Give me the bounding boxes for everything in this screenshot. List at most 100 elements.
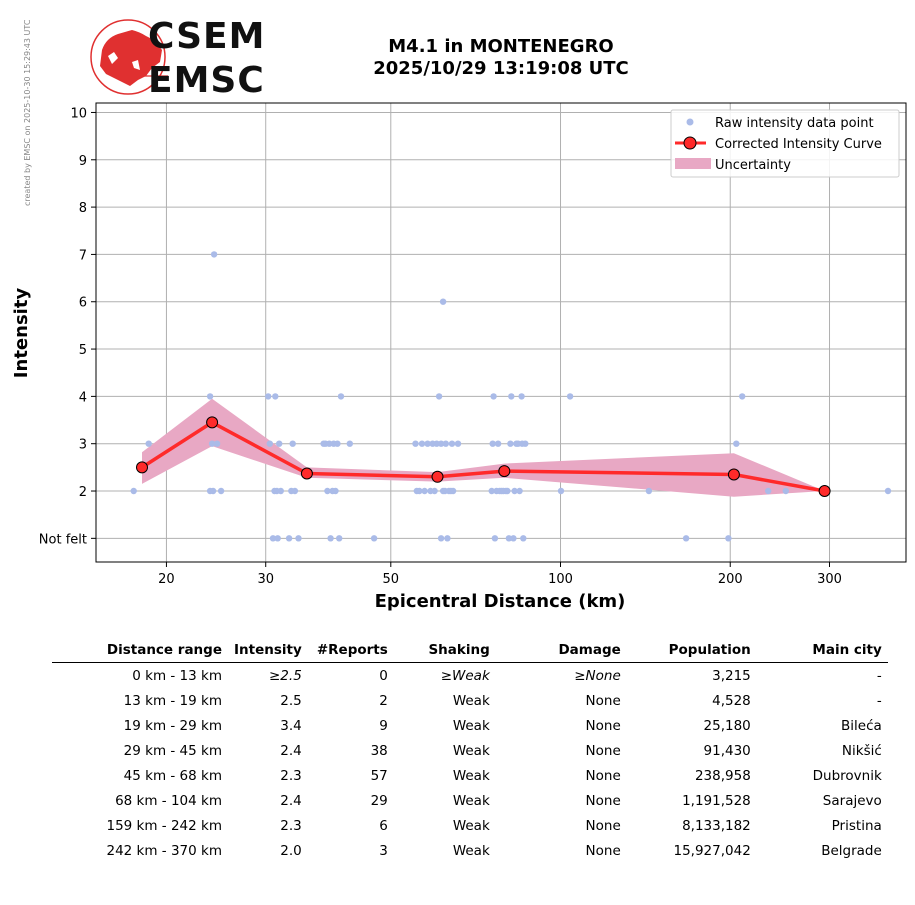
y-tick-label: 2 (79, 485, 87, 500)
y-axis-label: Intensity (11, 288, 32, 379)
chart-title: M4.1 in MONTENEGRO 2025/10/29 13:19:08 U… (300, 36, 702, 80)
raw-data-point (765, 487, 772, 495)
raw-data-point (431, 487, 438, 495)
x-tick-label: 20 (158, 572, 175, 587)
cell-main-city: - (876, 667, 882, 684)
cell-main-city: Bileća (841, 717, 882, 734)
cell-damage: None (585, 692, 621, 709)
logo-emsc-text: EMSC (148, 60, 265, 101)
raw-data-point (739, 393, 746, 400)
raw-data-point (442, 440, 449, 447)
raw-data-point (491, 535, 499, 542)
raw-data-point (566, 393, 574, 400)
y-tick-label: Not felt (39, 532, 87, 547)
cell-main-city: Belgrade (821, 842, 882, 859)
cell-intensity: ≥2.5 (269, 667, 302, 684)
table-row: 0 km - 13 km ≥2.5 0 ≥Weak ≥None 3,215 - (52, 663, 888, 689)
table-header-row: Distance range Intensity #Reports Shakin… (52, 640, 888, 663)
corrected-intensity-point (431, 470, 444, 483)
corrected-intensity-point (818, 485, 831, 497)
cell-population: 238,958 (694, 767, 751, 784)
cell-reports: 0 (379, 667, 388, 684)
table-row: 45 km - 68 km 2.3 57 Weak None 238,958 Dubrovn… (52, 763, 888, 788)
raw-data-point (332, 487, 339, 495)
cell-shaking: Weak (452, 792, 490, 809)
col-header-intensity: Intensity (228, 640, 308, 663)
col-header-reports: #Reports (307, 640, 394, 663)
corrected-curve-layer (136, 416, 831, 497)
legend-uncertainty-label: Uncertainty (715, 158, 791, 173)
title-event: M4.1 in MONTENEGRO (388, 36, 614, 57)
raw-data-point (439, 298, 447, 305)
raw-data-point (210, 251, 218, 258)
cell-reports: 9 (379, 717, 388, 734)
cell-shaking: Weak (452, 717, 490, 734)
raw-data-point (504, 487, 511, 495)
raw-data-point (494, 440, 502, 447)
cell-reports: 3 (379, 842, 388, 859)
raw-data-point (418, 440, 426, 447)
raw-data-point (145, 440, 152, 447)
table-row: 159 km - 242 km 2.3 6 Weak None 8,133,182 Pris… (52, 813, 888, 838)
cell-main-city: Pristina (831, 817, 882, 834)
cell-intensity: 2.4 (280, 742, 302, 759)
cell-distance-range: 68 km - 104 km (115, 792, 222, 809)
cell-main-city: - (876, 692, 882, 709)
table-row: 68 km - 104 km 2.4 29 Weak None 1,191,528 Sara… (52, 788, 888, 813)
cell-shaking: Weak (452, 767, 490, 784)
cell-reports: 2 (379, 692, 388, 709)
raw-points-layer (130, 251, 892, 542)
legend-raw-label: Raw intensity data point (715, 116, 874, 131)
raw-data-point (454, 440, 462, 447)
raw-data-point (266, 440, 273, 447)
cell-damage: None (585, 792, 621, 809)
cell-damage: None (585, 817, 621, 834)
raw-data-point (488, 487, 495, 495)
col-header-distance: Distance range (52, 640, 228, 663)
col-header-shaking: Shaking (393, 640, 496, 663)
cell-population: 1,191,528 (682, 792, 751, 809)
cell-damage: None (585, 717, 621, 734)
raw-data-point (448, 440, 456, 447)
cell-distance-range: 159 km - 242 km (106, 817, 222, 834)
raw-data-point (265, 393, 272, 400)
col-header-damage: Damage (495, 640, 627, 663)
raw-data-point (437, 535, 445, 542)
raw-data-point (272, 393, 279, 400)
corrected-intensity-point (206, 416, 219, 429)
cell-shaking: Weak (452, 817, 490, 834)
cell-population: 8,133,182 (682, 817, 751, 834)
raw-data-point (884, 487, 892, 495)
cell-population: 15,927,042 (673, 842, 751, 859)
raw-data-point (206, 393, 214, 400)
raw-data-point (725, 535, 732, 542)
x-axis-label: Epicentral Distance (km) (375, 591, 626, 612)
x-tick-label: 30 (257, 572, 274, 587)
cell-population: 3,215 (712, 667, 751, 684)
raw-data-point (130, 487, 137, 495)
y-tick-label: 6 (79, 296, 87, 311)
cell-intensity: 2.4 (280, 792, 302, 809)
raw-data-point (449, 487, 457, 495)
distance-summary-table: Distance range Intensity #Reports Shakin… (52, 640, 888, 863)
cell-distance-range: 13 km - 19 km (123, 692, 222, 709)
cell-main-city: Sarajevo (822, 792, 882, 809)
legend-curve-label: Corrected Intensity Curve (715, 137, 882, 152)
table-row: 242 km - 370 km 2.0 3 Weak None 15,927,042 Bel… (52, 838, 888, 863)
raw-data-point (435, 393, 443, 400)
raw-data-point (510, 535, 517, 542)
cell-intensity: 2.3 (280, 767, 302, 784)
raw-data-point (682, 535, 690, 542)
cell-shaking: ≥Weak (440, 667, 490, 684)
raw-data-point (490, 393, 497, 400)
raw-data-point (336, 535, 343, 542)
raw-data-point (208, 440, 216, 447)
raw-data-point (520, 535, 527, 542)
raw-data-point (334, 440, 341, 447)
raw-data-point (557, 487, 565, 495)
table-row: 13 km - 19 km 2.5 2 Weak None 4,528 - (52, 688, 888, 713)
raw-data-point (324, 487, 331, 495)
corrected-intensity-point (498, 465, 511, 478)
title-datetime: 2025/10/29 13:19:08 UTC (373, 58, 629, 79)
raw-data-point (289, 440, 296, 447)
